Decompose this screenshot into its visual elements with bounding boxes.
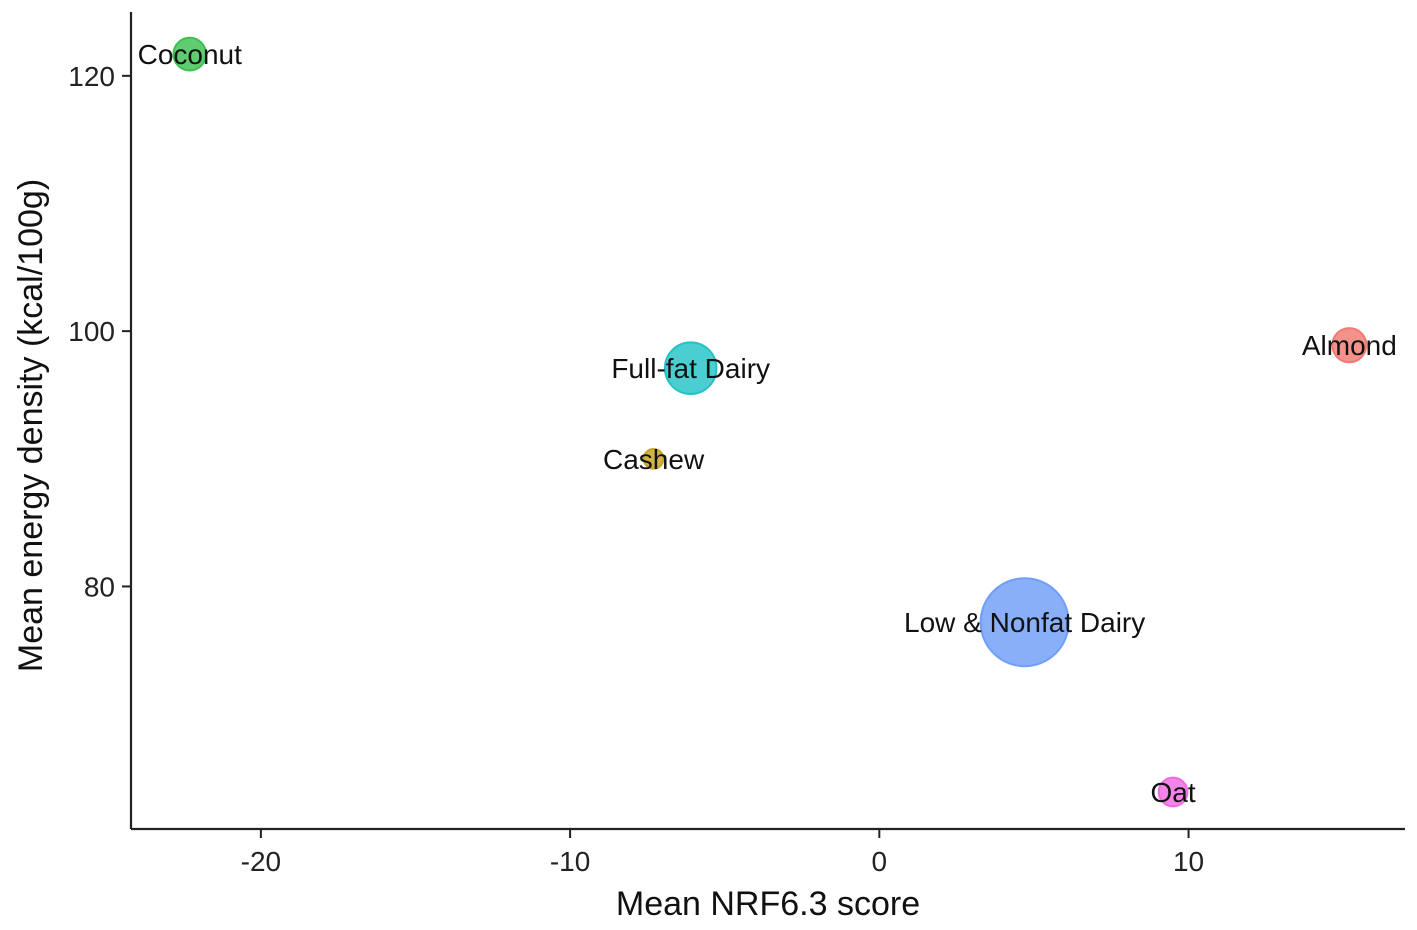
x-tick-label: -10	[550, 846, 590, 877]
y-ticks: 80 100 120	[68, 61, 131, 602]
point-label: Full-fat Dairy	[611, 353, 770, 384]
data-point	[663, 341, 718, 395]
x-tick-label: 10	[1173, 846, 1204, 877]
y-tick-label: 120	[68, 61, 115, 92]
y-axis-title: Mean energy density (kcal/100g)	[12, 179, 50, 672]
point-label: Almond	[1302, 330, 1397, 361]
points-layer	[172, 36, 1368, 808]
x-tick-label: -20	[241, 846, 281, 877]
labels-layer: Coconut Almond Full-fat Dairy Cashew Low & N…	[138, 39, 1397, 808]
x-tick-label: 0	[872, 846, 888, 877]
point-label: Oat	[1151, 777, 1196, 808]
data-point	[172, 36, 208, 72]
x-axis-title: Mean NRF6.3 score	[616, 885, 920, 923]
point-label: Cashew	[603, 444, 705, 475]
y-tick-label: 80	[84, 571, 115, 602]
point-label: Coconut	[138, 39, 243, 70]
data-point	[642, 447, 665, 470]
data-point	[1331, 327, 1368, 364]
data-point	[979, 577, 1070, 668]
x-ticks: -20 -10 0 10	[241, 829, 1204, 877]
point-label: Low & Nonfat Dairy	[904, 607, 1145, 638]
y-tick-label: 100	[68, 316, 115, 347]
data-point	[1157, 776, 1189, 808]
